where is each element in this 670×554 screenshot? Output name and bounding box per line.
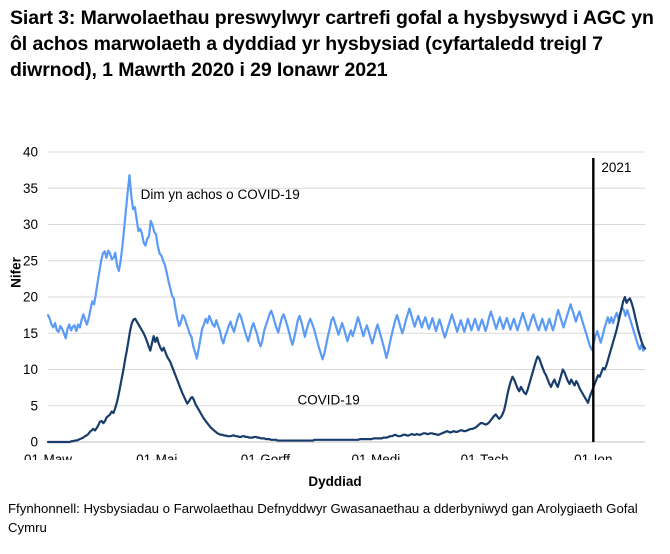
y-axis-title: Nifer [8,257,24,288]
y-tick-label: 0 [30,435,38,450]
x-tick-label: 01-Ion [574,452,612,460]
y-tick-label: 15 [23,326,38,341]
x-tick-label: 01-Medi [352,452,401,460]
series-label-covid: COVID-19 [297,392,359,407]
series-line-non-covid [46,174,647,361]
y-tick-label: 25 [23,253,38,268]
y-tick-label: 30 [23,217,38,232]
x-tick-label: 01-Mai [136,452,177,460]
source-note: Ffynhonnell: Hysbysiadau o Farwolaethau … [8,501,638,535]
x-axis-title: Dyddiad [308,474,362,489]
y-tick-labels: 0 5 10 15 20 25 30 35 40 [23,145,38,450]
series-lines [46,174,647,444]
y-tick-label: 20 [23,290,38,305]
y-tick-label: 40 [23,145,38,160]
y-tick-label: 5 [30,398,38,413]
series-label-non-covid: Dim yn achos o COVID-19 [141,187,300,202]
x-tick-labels: 01-Maw 01-Mai 01-Gorff 01-Medi 01-Tach 01-Ion [24,452,612,460]
plot-area: 0 5 10 15 20 25 30 35 40 01-Maw 01-Mai 01-Gorff 01-… [0,140,670,460]
x-tick-label: 01-Tach [461,452,509,460]
year-marker-label: 2021 [601,160,631,175]
x-tick-label: 01-Gorff [241,452,291,460]
y-tick-label: 10 [23,362,38,377]
x-tick-label: 01-Maw [24,452,72,460]
y-tick-label: 35 [23,181,38,196]
chart-title: Siart 3: Marwolaethau preswylwyr cartref… [10,7,654,81]
series-line-covid [46,295,647,444]
gridlines [48,151,645,443]
